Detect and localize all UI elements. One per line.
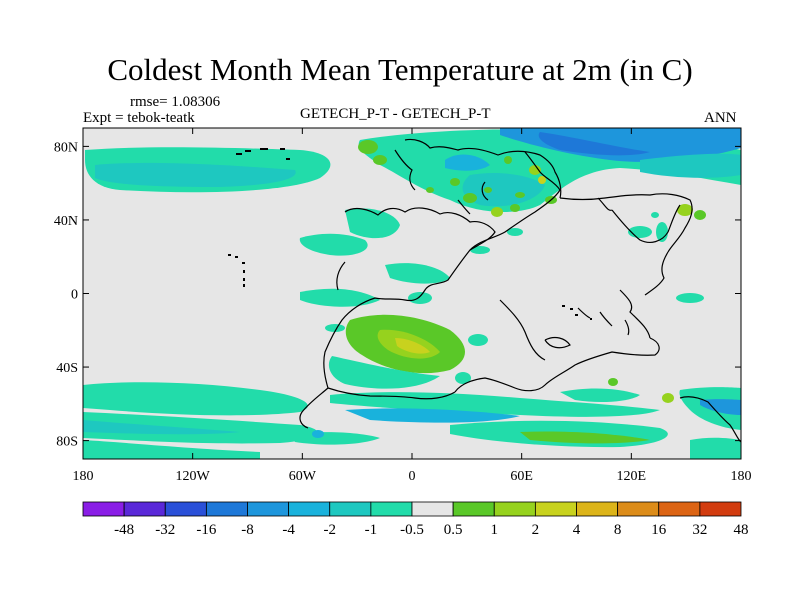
legend-swatch xyxy=(205,501,248,517)
legend-label: -0.5 xyxy=(400,522,424,538)
legend-swatch xyxy=(576,501,619,517)
latitude-axis: 80N 40N 0 40S 80S xyxy=(54,140,741,450)
center-title: GETECH_P-T - GETECH_P-T xyxy=(300,106,491,122)
lat-tick-label: 0 xyxy=(71,288,78,303)
temperature-contours xyxy=(83,128,741,459)
lon-tick-label: 120E xyxy=(617,469,647,484)
legend-label: 0.5 xyxy=(444,522,463,538)
legend-label: 48 xyxy=(734,522,749,538)
lon-tick-label: 0 xyxy=(409,469,416,484)
island-dots xyxy=(228,148,592,320)
longitude-axis: 180 120W 60W 0 60E 120E 180 xyxy=(73,128,752,484)
lon-tick-label: 180 xyxy=(73,469,94,484)
legend-swatch xyxy=(247,501,290,517)
legend-label: 4 xyxy=(573,522,581,538)
legend-swatch xyxy=(288,501,331,517)
legend-swatch xyxy=(411,501,454,517)
legend-swatch xyxy=(82,501,125,517)
lon-tick-label: 60E xyxy=(510,469,533,484)
legend-label: -8 xyxy=(241,522,254,538)
legend-label: -16 xyxy=(196,522,216,538)
lat-tick-label: 40S xyxy=(56,361,78,376)
legend-label: -2 xyxy=(324,522,337,538)
legend-swatch xyxy=(329,501,372,517)
legend-swatch xyxy=(699,501,742,517)
legend-swatch xyxy=(452,501,495,517)
legend-swatch xyxy=(534,501,577,517)
legend-label: -4 xyxy=(282,522,295,538)
legend-swatch xyxy=(658,501,701,517)
legend-swatch xyxy=(617,501,660,517)
coastlines xyxy=(299,138,741,443)
lat-tick-label: 80S xyxy=(56,435,78,450)
legend-swatch xyxy=(123,501,166,517)
legend-label: -32 xyxy=(155,522,175,538)
season-label: ANN xyxy=(704,110,737,126)
legend-label: 8 xyxy=(614,522,622,538)
legend-swatch xyxy=(493,501,536,517)
legend-swatch xyxy=(370,501,413,517)
rmse-label: rmse= 1.08306 xyxy=(130,94,221,110)
legend-label: -1 xyxy=(365,522,378,538)
legend-label: 32 xyxy=(692,522,707,538)
plot-title: Coldest Month Mean Temperature at 2m (in… xyxy=(107,52,693,87)
map-panel: 80N 40N 0 40S 80S 180 120W 60W 0 60E 120E 180 xyxy=(54,127,752,484)
experiment-label: Expt = tebok-teatk xyxy=(83,110,195,126)
lat-tick-label: 40N xyxy=(54,214,78,229)
lon-tick-label: 180 xyxy=(731,469,752,484)
lon-tick-label: 120W xyxy=(176,469,211,484)
legend-label: 2 xyxy=(532,522,540,538)
lat-tick-label: 80N xyxy=(54,140,78,155)
legend-label: 16 xyxy=(651,522,667,538)
legend-swatch xyxy=(164,501,207,517)
legend-label: 1 xyxy=(491,522,499,538)
color-legend: -48 -32 -16 -8 -4 -2 -1 -0.5 0.5 1 2 4 8 16 32 48 xyxy=(82,501,749,538)
legend-label: -48 xyxy=(114,522,134,538)
lon-tick-label: 60W xyxy=(289,469,317,484)
